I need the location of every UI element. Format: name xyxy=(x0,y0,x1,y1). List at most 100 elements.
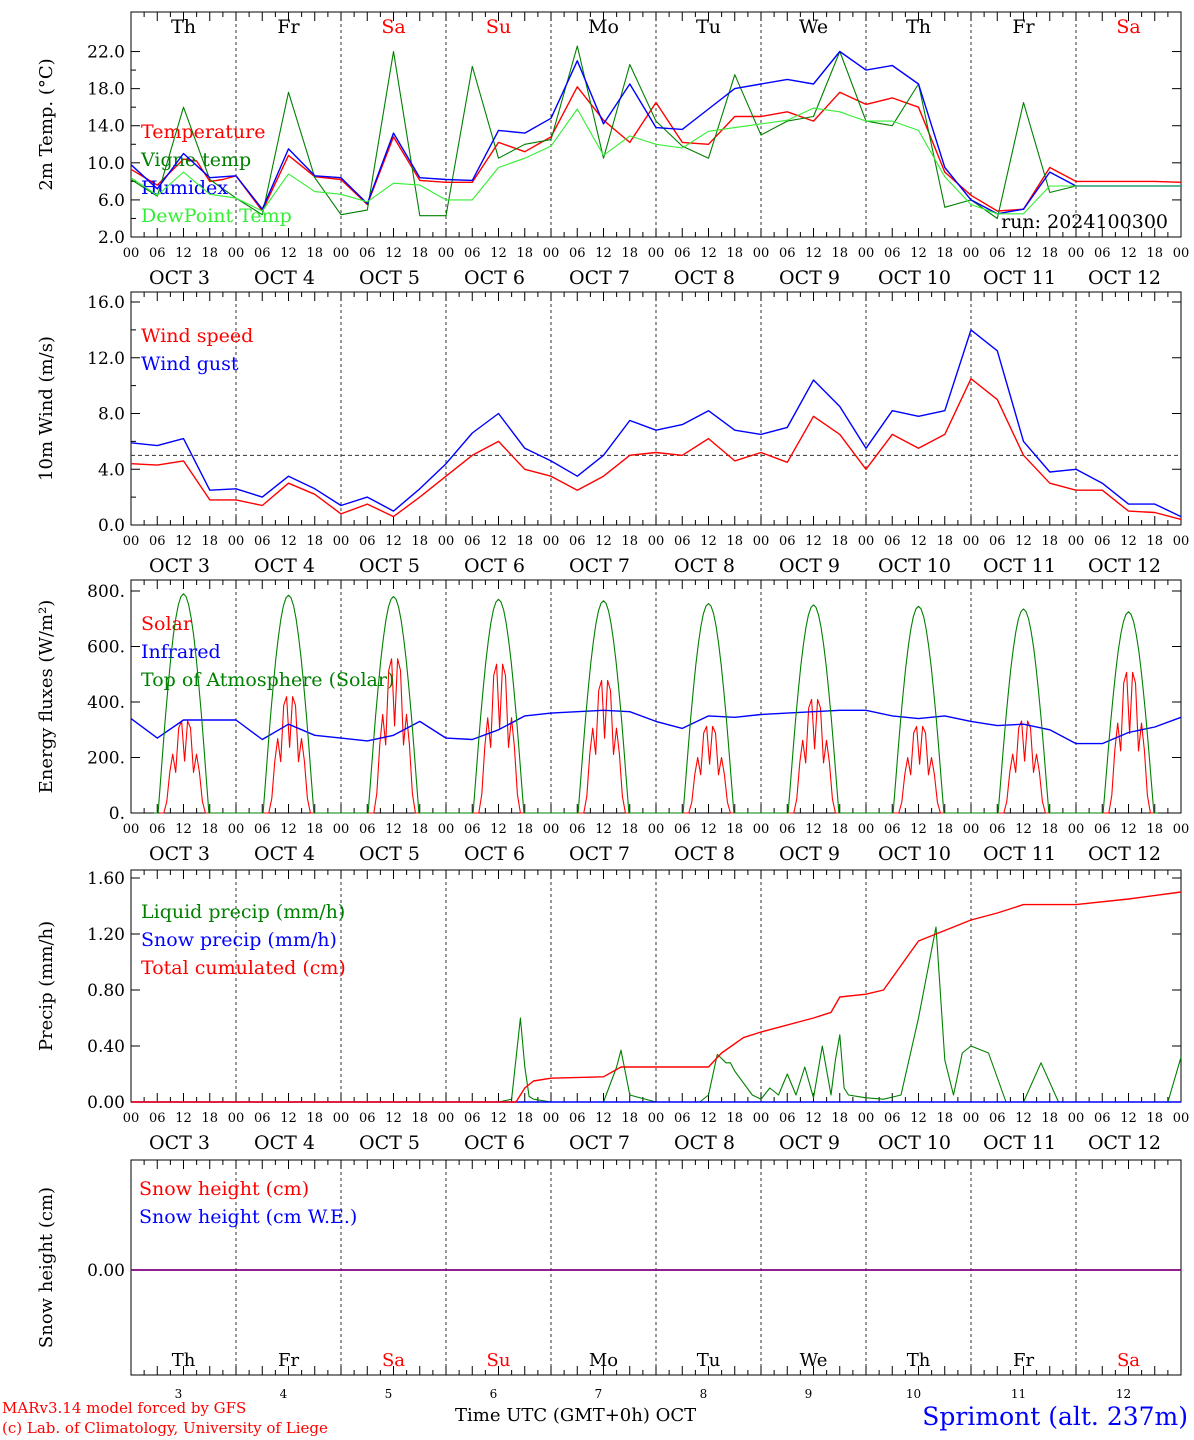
series-line-vigne-temp xyxy=(130,45,1181,220)
day-number: 4 xyxy=(280,1387,288,1401)
hour-label: 00 xyxy=(753,246,770,261)
hour-label: 00 xyxy=(333,1111,350,1126)
hour-label: 12 xyxy=(175,246,192,261)
hour-label: 00 xyxy=(648,246,665,261)
date-label: OCT 12 xyxy=(1088,1132,1161,1154)
hour-label: 06 xyxy=(674,1111,691,1126)
hour-label: 12 xyxy=(805,246,822,261)
y-tick-label: 400. xyxy=(87,693,125,713)
hour-label: 00 xyxy=(1173,822,1190,837)
hour-label: 00 xyxy=(438,534,455,549)
day-name: Th xyxy=(906,16,931,38)
day-number: 7 xyxy=(595,1387,603,1401)
date-label: OCT 5 xyxy=(359,843,420,865)
legend-entry: Liquid precip (mm/h) xyxy=(141,901,345,923)
y-tick-label: 14.0 xyxy=(87,117,125,137)
hour-label: 00 xyxy=(648,534,665,549)
series-line-infrared xyxy=(130,709,1182,745)
hour-label: 06 xyxy=(779,246,796,261)
hour-label: 12 xyxy=(280,246,297,261)
hour-label: 12 xyxy=(175,1111,192,1126)
y-tick-label: 22.0 xyxy=(87,43,125,63)
date-label: OCT 5 xyxy=(359,1132,420,1154)
date-label: OCT 10 xyxy=(878,555,951,577)
day-name-bottom: Th xyxy=(907,1350,931,1371)
hour-label: 06 xyxy=(569,534,586,549)
hour-label: 00 xyxy=(963,246,980,261)
day-number: 9 xyxy=(805,1387,813,1401)
y-axis-label: Precip (mm/h) xyxy=(36,921,57,1051)
day-name: Sa xyxy=(1116,16,1140,38)
time-axis-label: Time UTC (GMT+0h) OCT xyxy=(455,1405,697,1426)
hour-label: 12 xyxy=(385,534,402,549)
legend-entry: Total cumulated (cm) xyxy=(141,957,346,979)
hour-label: 18 xyxy=(306,1111,323,1126)
date-label: OCT 4 xyxy=(254,267,315,289)
hour-label: 18 xyxy=(936,246,953,261)
day-name: Fr xyxy=(1012,16,1035,38)
hour-label: 18 xyxy=(411,246,428,261)
hour-label: 06 xyxy=(359,822,376,837)
date-label: OCT 6 xyxy=(464,267,525,289)
legend-entry: Infrared xyxy=(141,641,221,663)
day-number: 6 xyxy=(490,1387,498,1401)
hour-label: 06 xyxy=(254,534,271,549)
hour-label: 18 xyxy=(726,822,743,837)
series-line-total-cumulated-cm- xyxy=(131,891,1182,1103)
y-axis-label: 2m Temp. (°C) xyxy=(36,58,57,190)
hour-label: 12 xyxy=(1120,246,1137,261)
hour-label: 00 xyxy=(333,822,350,837)
hour-label: 06 xyxy=(1094,534,1111,549)
hour-label: 00 xyxy=(228,534,245,549)
legend-entry: Top of Atmosphere (Solar) xyxy=(141,669,394,691)
hour-label: 06 xyxy=(884,822,901,837)
hour-label: 00 xyxy=(1068,246,1085,261)
day-name-bottom: Th xyxy=(172,1350,196,1371)
date-label: OCT 7 xyxy=(569,1132,630,1154)
hour-label: 12 xyxy=(490,246,507,261)
hour-label: 06 xyxy=(674,822,691,837)
hour-label: 00 xyxy=(963,534,980,549)
hour-label: 00 xyxy=(753,1111,770,1126)
date-label: OCT 10 xyxy=(878,267,951,289)
series-line-top-of-atmosphere-solar- xyxy=(153,593,1159,814)
hour-label: 12 xyxy=(595,246,612,261)
hour-label: 12 xyxy=(700,246,717,261)
date-label: OCT 6 xyxy=(464,1132,525,1154)
hour-label: 12 xyxy=(490,534,507,549)
date-label: OCT 10 xyxy=(878,843,951,865)
hour-label: 00 xyxy=(858,1111,875,1126)
date-label: OCT 10 xyxy=(878,1132,951,1154)
hour-label: 06 xyxy=(359,534,376,549)
date-label: OCT 4 xyxy=(254,843,315,865)
day-number: 12 xyxy=(1116,1387,1131,1401)
hour-label: 18 xyxy=(201,822,218,837)
date-label: OCT 3 xyxy=(149,1132,210,1154)
hour-label: 00 xyxy=(648,822,665,837)
hour-label: 06 xyxy=(674,534,691,549)
day-number: 5 xyxy=(385,1387,393,1401)
hour-label: 12 xyxy=(595,534,612,549)
day-number: 11 xyxy=(1011,1387,1026,1401)
y-tick-label: 8.0 xyxy=(98,405,125,425)
series-line-wind-gust xyxy=(130,329,1182,518)
plot-frame xyxy=(130,11,1182,238)
hour-label: 18 xyxy=(831,1111,848,1126)
hour-label: 06 xyxy=(359,246,376,261)
hour-label: 00 xyxy=(963,822,980,837)
date-label: OCT 12 xyxy=(1088,267,1161,289)
day-name-bottom: Fr xyxy=(1013,1350,1034,1371)
day-name: Fr xyxy=(277,16,300,38)
date-label: OCT 11 xyxy=(983,267,1056,289)
date-label: OCT 9 xyxy=(779,1132,840,1154)
hour-label: 12 xyxy=(280,1111,297,1126)
hour-label: 06 xyxy=(464,1111,481,1126)
hour-label: 06 xyxy=(674,246,691,261)
hour-label: 06 xyxy=(149,822,166,837)
date-label: OCT 8 xyxy=(674,267,735,289)
hour-label: 12 xyxy=(805,1111,822,1126)
day-name-bottom: We xyxy=(800,1350,828,1371)
date-label: OCT 6 xyxy=(464,843,525,865)
date-label: OCT 7 xyxy=(569,555,630,577)
